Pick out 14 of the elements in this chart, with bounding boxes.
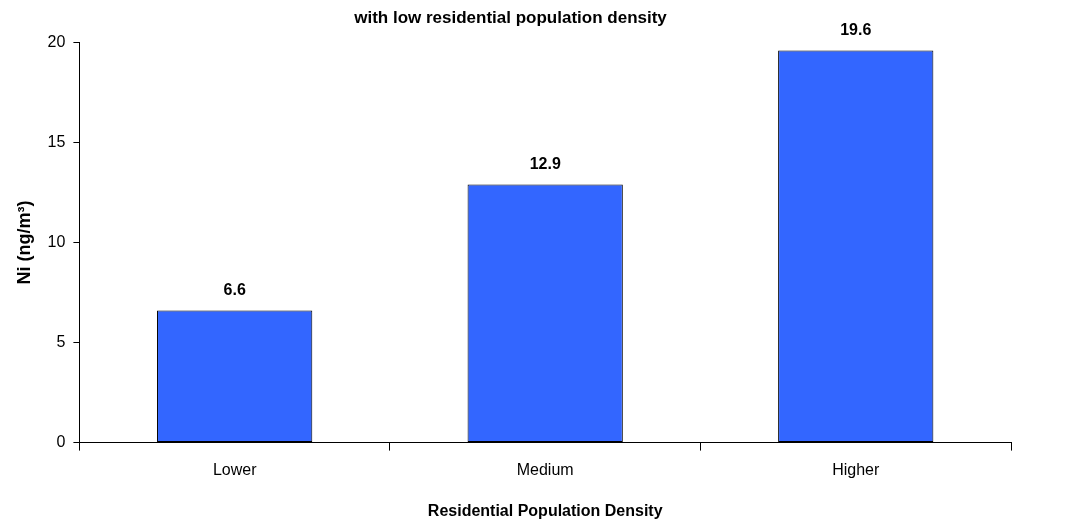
x-tick-label: Higher xyxy=(832,460,880,478)
data-label: 12.9 xyxy=(529,154,561,172)
x-tick-label: Medium xyxy=(516,460,574,478)
y-axis-title: Ni (ng/m³) xyxy=(13,200,34,285)
y-tick-label: 5 xyxy=(56,332,66,350)
y-tick-label: 10 xyxy=(47,232,66,250)
x-axis-title: Residential Population Density xyxy=(427,501,663,519)
data-label: 6.6 xyxy=(223,280,246,298)
x-tick-label: Lower xyxy=(212,460,258,478)
data-label: 19.6 xyxy=(840,20,872,38)
y-tick-label: 20 xyxy=(47,32,66,50)
chart-title: with low residential population density xyxy=(353,7,668,27)
y-tick-label: 15 xyxy=(47,132,66,150)
y-tick-label: 0 xyxy=(56,433,66,451)
